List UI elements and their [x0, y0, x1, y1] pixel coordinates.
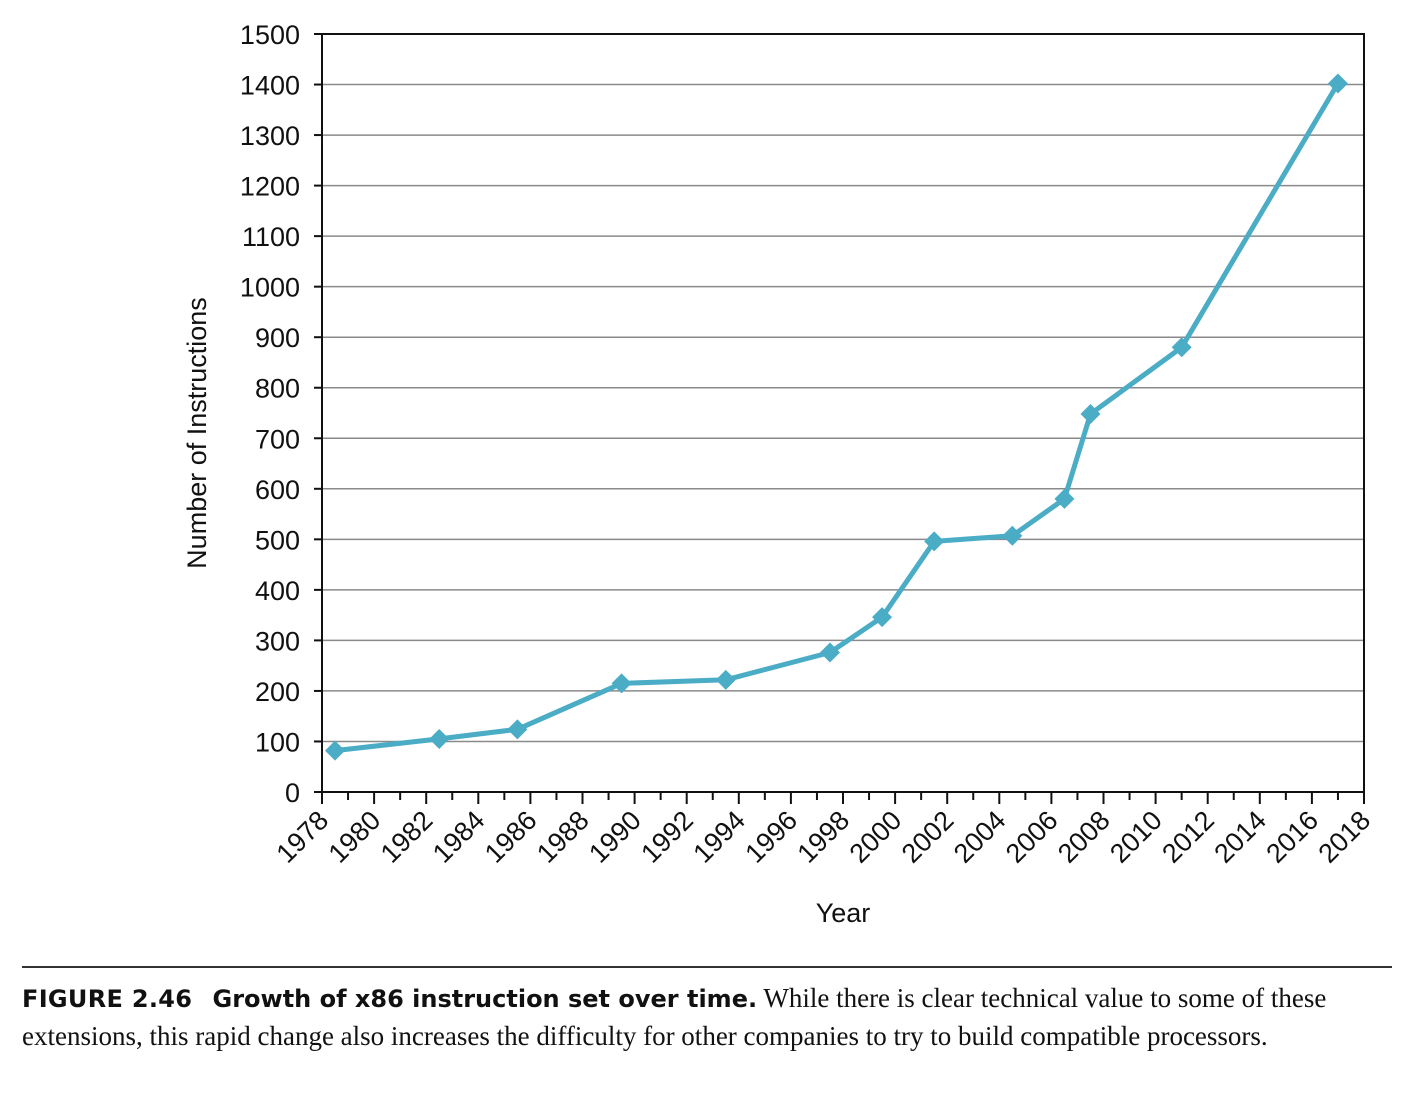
y-tick-label: 1100: [242, 222, 300, 252]
y-tick-label: 500: [255, 525, 300, 555]
figure-number: FIGURE 2.46: [22, 985, 193, 1013]
gridlines: [322, 83, 1364, 743]
data-point: [1054, 488, 1075, 509]
data-point: [1002, 525, 1023, 546]
y-tick-label: 300: [255, 626, 300, 656]
x-tick-label: 1998: [792, 805, 856, 869]
data-point: [429, 728, 450, 749]
x-tick-label: 2012: [1156, 805, 1220, 869]
x-tick-label: 2010: [1104, 805, 1168, 869]
y-tick-label: 800: [255, 374, 300, 404]
caption-divider: [22, 966, 1392, 968]
plot-area: [321, 33, 1365, 793]
y-tick-label: 1400: [240, 71, 300, 101]
figure-title: Growth of x86 instruction set over time.: [212, 985, 758, 1013]
y-tick-label: 400: [255, 576, 300, 606]
x-tick-label: 1984: [427, 805, 491, 869]
x-tick-label: 1978: [271, 805, 335, 869]
y-tick-label: 600: [255, 475, 300, 505]
y-tick-label: 0: [285, 778, 300, 808]
x-axis-title: Year: [816, 898, 871, 928]
series-line: [325, 73, 1348, 761]
x-tick-label: 2006: [1000, 805, 1064, 869]
x-axis: 1978198019821984198619881990199219941996…: [271, 792, 1377, 869]
y-axis-title: Number of Instructions: [182, 297, 212, 569]
y-tick-label: 700: [255, 424, 300, 454]
x-tick-label: 1996: [739, 805, 803, 869]
data-point: [611, 673, 632, 694]
x-tick-label: 1980: [323, 805, 387, 869]
data-point: [507, 719, 528, 740]
x-tick-label: 2002: [896, 805, 960, 869]
y-tick-label: 1300: [240, 121, 300, 151]
x-tick-label: 2000: [844, 805, 908, 869]
x-tick-label: 2016: [1260, 805, 1324, 869]
y-tick-label: 1500: [240, 20, 300, 50]
data-point: [872, 607, 893, 628]
y-tick-label: 1000: [240, 273, 300, 303]
x-tick-label: 1990: [583, 805, 647, 869]
caption-text: While there is clear technical value to …: [22, 983, 1327, 1051]
y-tick-label: 200: [255, 677, 300, 707]
data-point: [1080, 404, 1101, 425]
y-axis: 0 100 200 300 400 500 600 700 800 900 1000 1100 1200…: [240, 20, 322, 808]
data-point: [1171, 337, 1192, 358]
figure-caption: FIGURE 2.46 Growth of x86 instruction se…: [22, 980, 1394, 1055]
x-tick-label: 2018: [1313, 805, 1377, 869]
y-tick-label: 1200: [240, 172, 300, 202]
data-point: [924, 531, 945, 552]
x-tick-label: 2008: [1052, 805, 1116, 869]
x-tick-label: 2004: [948, 805, 1012, 869]
x-tick-label: 1988: [531, 805, 595, 869]
x-tick-label: 1982: [375, 805, 439, 869]
chart: 1978198019821984198619881990199219941996…: [182, 20, 1377, 928]
data-point: [1327, 73, 1348, 94]
x-tick-label: 1994: [687, 805, 751, 869]
y-tick-label: 100: [255, 727, 300, 757]
y-tick-label: 900: [255, 323, 300, 353]
data-point: [325, 740, 346, 761]
x-tick-label: 1992: [635, 805, 699, 869]
x-tick-label: 1986: [479, 805, 543, 869]
x-tick-label: 2014: [1208, 805, 1272, 869]
data-point: [819, 642, 840, 663]
data-point: [715, 669, 736, 690]
